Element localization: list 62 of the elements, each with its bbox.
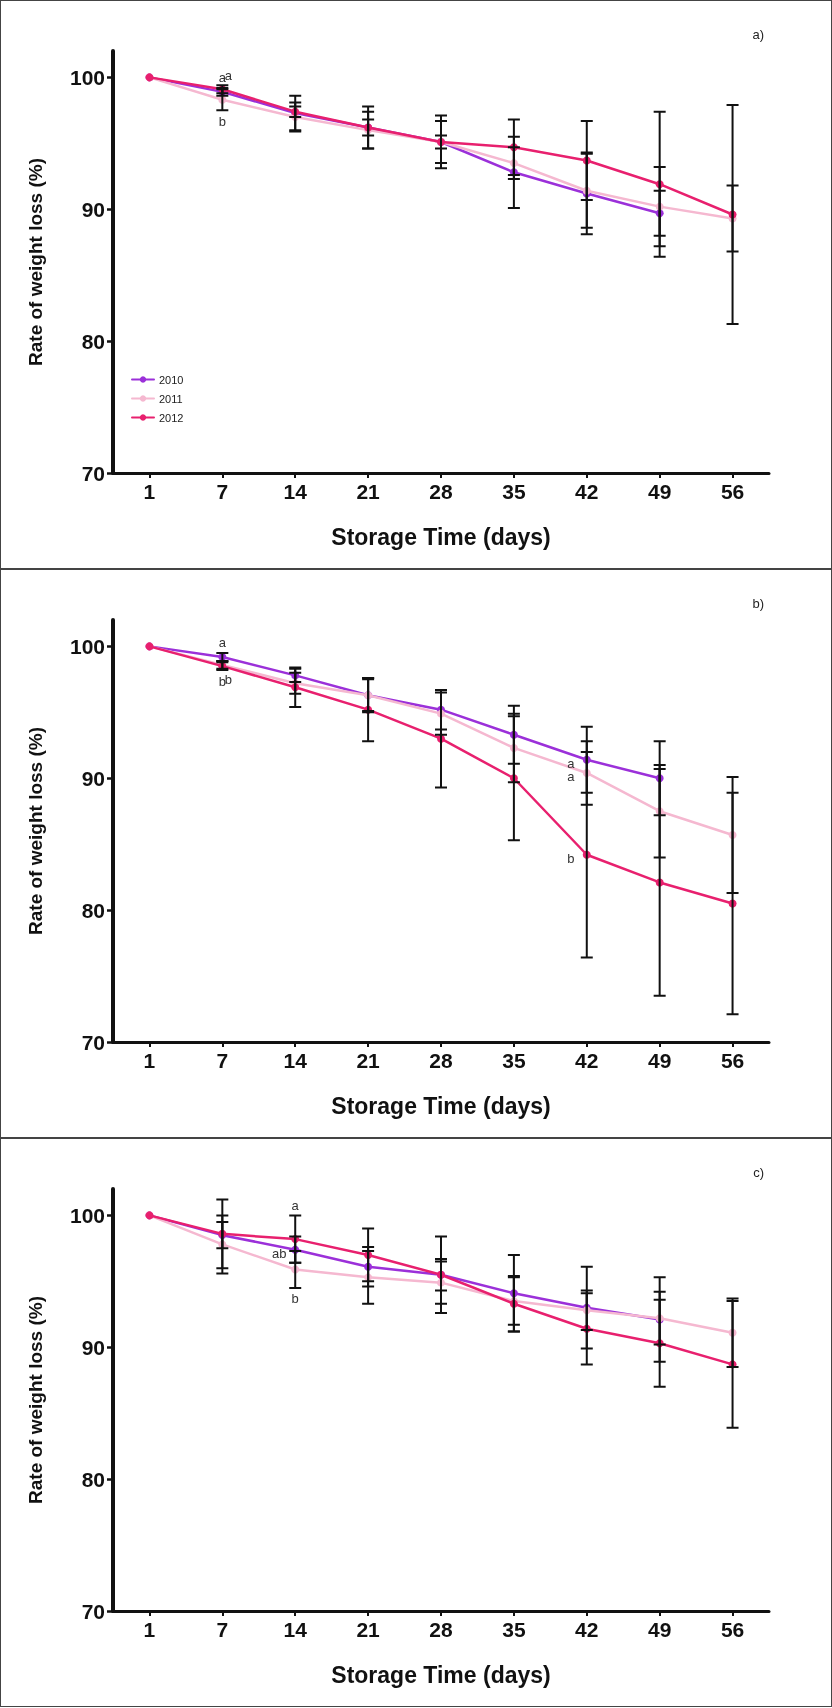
annotation: b [218,113,226,129]
y-tick-label: 70 [81,1030,105,1054]
x-tick-label: 1 [143,1618,156,1641]
chart-title: a) [752,27,764,42]
x-tick-label: 49 [647,1618,672,1641]
x-tick-label: 49 [647,480,672,503]
y-axis-title: Rate of weight loss (%) [25,158,46,366]
y-tick-label: 90 [81,766,105,790]
x-tick-label: 7 [216,1049,229,1072]
x-tick-label: 14 [283,1049,308,1072]
x-tick-label: 1 [143,1049,156,1072]
y-tick-label: 70 [81,1599,105,1623]
annotation: a [567,756,576,772]
chart-title: b) [752,596,764,611]
annotation: a [567,769,576,785]
x-tick-label: 42 [575,480,599,503]
y-tick-label: 100 [69,1203,105,1227]
y-tick-label: 80 [81,329,105,353]
x-tick-label: 21 [356,480,381,503]
x-tick-label: 14 [283,1618,308,1641]
x-tick-label: 7 [216,1618,229,1641]
annotation: b [224,672,232,688]
x-tick-label: 21 [356,1049,381,1072]
y-tick-label: 90 [81,197,105,221]
x-axis-title: Storage Time (days) [331,1092,551,1119]
x-tick-label: 7 [216,480,229,503]
legend-label: 2012 [159,411,184,424]
y-tick-label: 70 [81,461,105,485]
y-tick-label: 100 [69,65,105,89]
legend-label: 2010 [159,373,184,386]
legend-label: 2011 [159,392,183,405]
x-tick-label: 56 [720,1049,745,1072]
annotation: b [291,1291,299,1307]
x-axis-title: Storage Time (days) [331,523,551,550]
x-tick-label: 28 [429,1049,453,1072]
x-tick-label: 56 [720,1618,745,1641]
x-tick-label: 35 [502,480,526,503]
x-tick-label: 42 [575,1618,599,1641]
x-tick-label: 28 [429,480,453,503]
x-tick-label: 28 [429,1618,453,1641]
x-tick-label: 56 [720,480,745,503]
y-tick-label: 90 [81,1335,105,1359]
x-tick-label: 1 [143,480,156,503]
annotation: a [291,1197,300,1213]
x-tick-label: 35 [502,1618,526,1641]
annotation: a [218,70,227,86]
annotation: ab [271,1246,287,1262]
y-axis-title: Rate of weight loss (%) [25,727,46,935]
chart-title: c) [753,1165,765,1180]
x-tick-label: 21 [356,1618,381,1641]
x-axis-title: Storage Time (days) [331,1661,551,1688]
y-tick-label: 80 [81,898,105,922]
y-tick-label: 80 [81,1467,105,1491]
x-tick-label: 42 [575,1049,599,1072]
annotation: b [218,673,226,689]
y-tick-label: 100 [69,634,105,658]
annotation: a [218,635,227,651]
x-tick-label: 14 [283,480,308,503]
annotation: b [567,851,575,867]
y-axis-title: Rate of weight loss (%) [25,1296,46,1504]
x-tick-label: 35 [502,1049,526,1072]
x-tick-label: 49 [647,1049,672,1072]
